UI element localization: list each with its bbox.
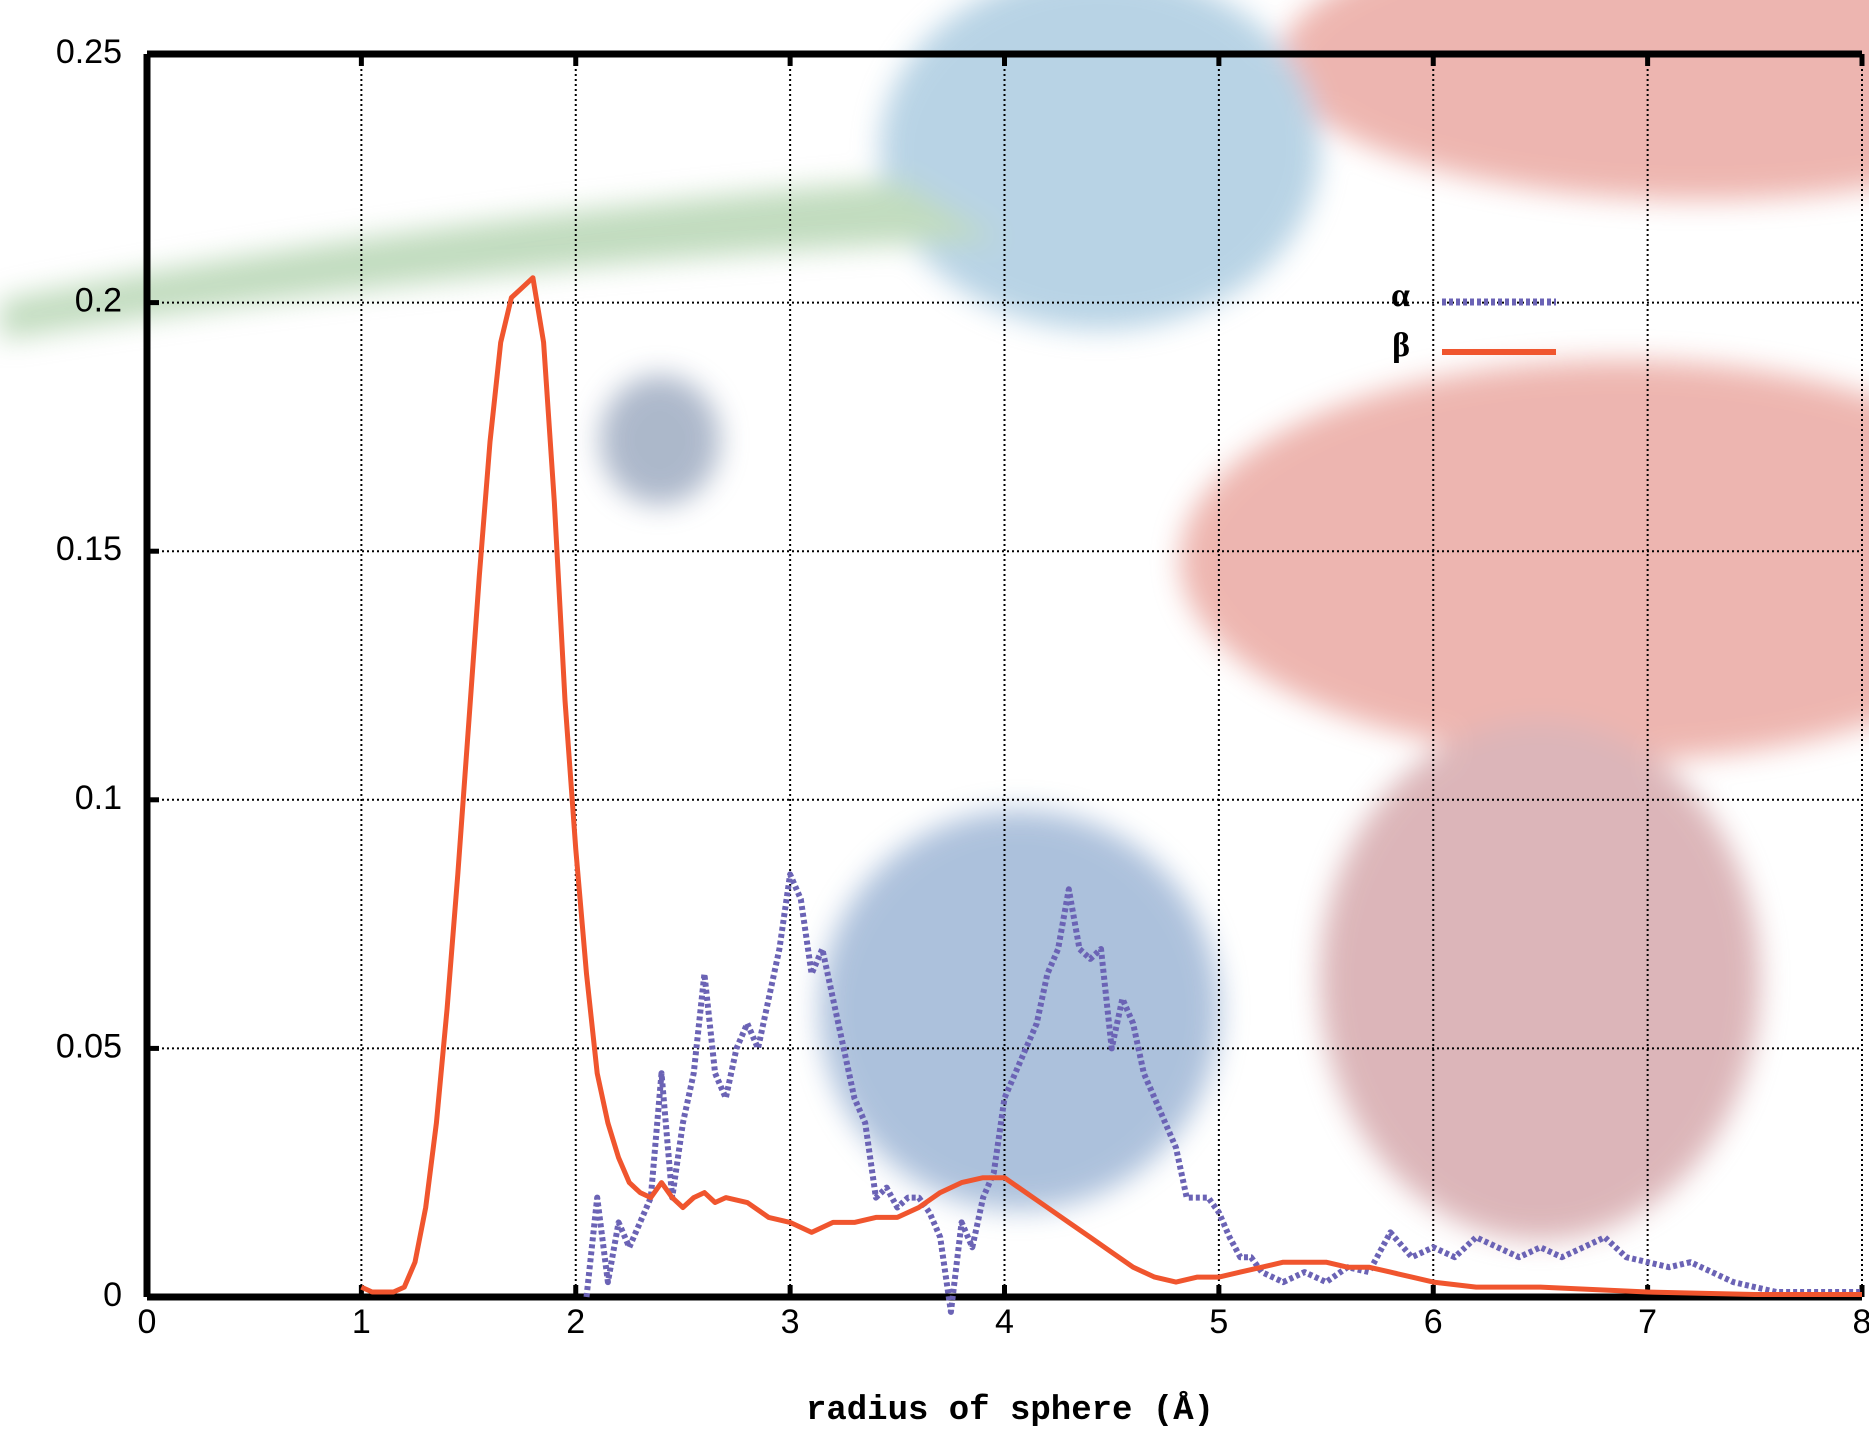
x-tick-label: 4 [995, 1303, 1014, 1341]
y-tick-label: 0.05 [56, 1027, 122, 1065]
y-tick-label: 0.25 [56, 33, 122, 71]
series-line [583, 871, 1862, 1315]
x-tick-label: 0 [138, 1303, 157, 1341]
x-tick-label: 5 [1209, 1303, 1228, 1341]
background-art [0, 0, 1869, 1240]
x-tick-label: 6 [1424, 1303, 1443, 1341]
y-tick-label: 0.1 [75, 779, 122, 817]
x-tick-label: 1 [352, 1303, 371, 1341]
x-tick-label: 3 [781, 1303, 800, 1341]
x-tick-label: 8 [1853, 1303, 1869, 1341]
y-tick-label: 0 [103, 1276, 122, 1314]
x-axis-label: radius of sphere (Å) [806, 1391, 1214, 1429]
series-line [360, 275, 1862, 1297]
legend-label: β [1392, 327, 1410, 364]
x-tick-label: 2 [566, 1303, 585, 1341]
legend-label: α [1391, 277, 1410, 314]
x-tick-label: 7 [1638, 1303, 1657, 1341]
y-tick-label: 0.2 [75, 282, 122, 320]
y-tick-label: 0.15 [56, 530, 122, 568]
